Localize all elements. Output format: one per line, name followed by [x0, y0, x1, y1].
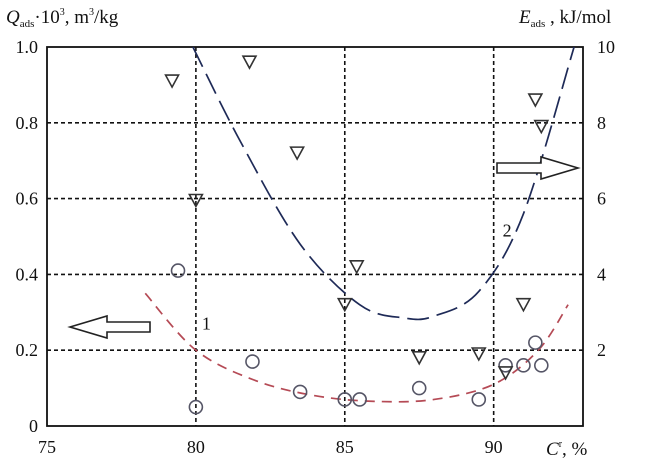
triangle-point	[515, 297, 532, 313]
triangle-point	[533, 119, 550, 135]
y-right-tick-label: 2	[597, 340, 606, 360]
y-right-tick-label: 8	[597, 113, 606, 133]
x-tick-label: 75	[38, 437, 56, 457]
curve-label-1: 1	[202, 313, 211, 333]
grid-lines	[47, 47, 583, 426]
circle-point	[292, 384, 308, 400]
y-right-tick-label: 6	[597, 189, 606, 209]
triangle-point	[164, 74, 180, 89]
circle-point	[170, 263, 186, 278]
triangle-point	[188, 193, 204, 209]
triangle-point	[336, 297, 353, 313]
axis-arrow-right	[496, 155, 581, 181]
triangle-point	[348, 260, 365, 275]
y-left-tick-label: 0.6	[16, 189, 39, 209]
circle-point	[528, 335, 543, 350]
curve-annotations: 12	[202, 221, 512, 334]
y-right-tick-label: 4	[597, 264, 606, 284]
triangle-point	[527, 93, 544, 108]
y-left-tick-label: 1.0	[16, 37, 39, 57]
circle-point	[498, 358, 513, 373]
y-left-tick-label: 0.4	[16, 264, 39, 284]
circle-point	[471, 392, 487, 407]
fit-curve-2	[192, 46, 575, 321]
circle-point	[245, 354, 260, 369]
circle-point	[411, 380, 427, 396]
tick-labels: 75 80 85 90 0 0.2 0.4 0.6 0.8 1.0 2 4 6 8 10	[16, 37, 616, 457]
triangle-point	[241, 55, 258, 70]
circle-point	[534, 358, 549, 373]
y-left-tick-label: 0.8	[16, 113, 39, 133]
data-markers	[164, 55, 550, 415]
y-left-axis-label: Qads·103, m3/kg	[6, 7, 119, 30]
x-tick-label: 90	[485, 437, 503, 457]
axis-arrow-left	[67, 314, 151, 340]
x-tick-label: 80	[187, 437, 205, 457]
curve-label-2: 2	[503, 221, 512, 241]
circle-point	[352, 392, 367, 407]
plot-frame	[46, 46, 584, 427]
y-left-tick-label: 0	[29, 416, 38, 436]
y-right-axis-label: Eads , kJ/mol	[518, 7, 611, 30]
x-axis-label: Cr, %	[546, 439, 588, 460]
triangle-point	[497, 366, 514, 381]
y-right-tick-label: 10	[597, 37, 615, 57]
circle-point	[337, 392, 353, 407]
fitted-curves	[144, 46, 575, 403]
circle-point	[516, 358, 531, 373]
triangle-point	[470, 347, 487, 362]
circle-point	[188, 399, 204, 415]
y-left-tick-label: 0.2	[16, 340, 39, 360]
x-tick-label: 85	[336, 437, 354, 457]
triangle-point	[289, 146, 305, 161]
fit-curve-1	[144, 292, 569, 403]
axis-arrows	[67, 155, 581, 340]
triangle-point	[411, 350, 428, 366]
